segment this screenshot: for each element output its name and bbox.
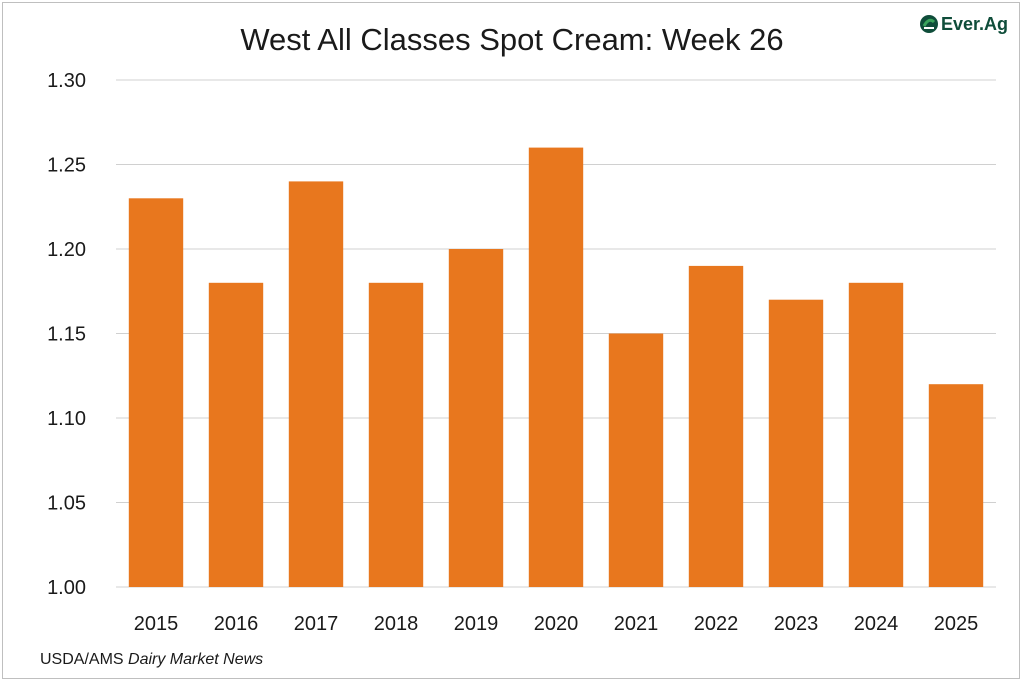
- x-tick-label: 2024: [854, 613, 899, 635]
- bar-2025: [928, 384, 984, 587]
- brand-name: Ever.Ag: [941, 14, 1009, 34]
- y-tick-label: 1.15: [47, 324, 86, 346]
- bar-2024: [848, 282, 904, 587]
- x-tick-label: 2021: [614, 613, 659, 635]
- chart-title: West All Classes Spot Cream: Week 26: [240, 22, 784, 57]
- bar-2016: [208, 282, 264, 587]
- y-axis-ticks: 1.00 1.05 1.10 1.15 1.20 1.25 1.30: [47, 70, 86, 599]
- y-tick-label: 1.25: [47, 155, 86, 177]
- y-tick-label: 1.10: [47, 408, 86, 430]
- source-prefix: USDA/AMS: [40, 651, 129, 668]
- bars: [128, 147, 984, 588]
- bar-2023: [768, 299, 824, 587]
- y-tick-label: 1.00: [47, 577, 86, 599]
- ever-ag-logo: Ever.Ag: [919, 12, 1011, 38]
- x-tick-label: 2022: [694, 613, 739, 635]
- y-tick-label: 1.05: [47, 493, 86, 515]
- ever-ag-logo-icon: [920, 15, 938, 33]
- x-tick-label: 2023: [774, 613, 819, 635]
- x-tick-label: 2018: [374, 613, 419, 635]
- y-tick-label: 1.30: [47, 70, 86, 92]
- x-axis-ticks: 2015 2016 2017 2018 2019 2020 2021 2022 2023 2024…: [134, 613, 979, 635]
- bar-2015: [128, 198, 184, 588]
- bar-2020: [528, 147, 584, 587]
- bar-2021: [608, 333, 664, 587]
- source-note: USDA/AMS Dairy Market News: [40, 651, 263, 669]
- bar-2022: [688, 265, 744, 587]
- y-tick-label: 1.20: [47, 239, 86, 261]
- x-tick-label: 2025: [934, 613, 979, 635]
- x-tick-label: 2016: [214, 613, 259, 635]
- x-tick-label: 2020: [534, 613, 579, 635]
- bar-2019: [448, 249, 504, 587]
- bar-2017: [288, 181, 344, 587]
- bar-2018: [368, 282, 424, 587]
- x-tick-label: 2015: [134, 613, 179, 635]
- source-publication: Dairy Market News: [128, 651, 264, 668]
- x-tick-label: 2019: [454, 613, 499, 635]
- x-tick-label: 2017: [294, 613, 339, 635]
